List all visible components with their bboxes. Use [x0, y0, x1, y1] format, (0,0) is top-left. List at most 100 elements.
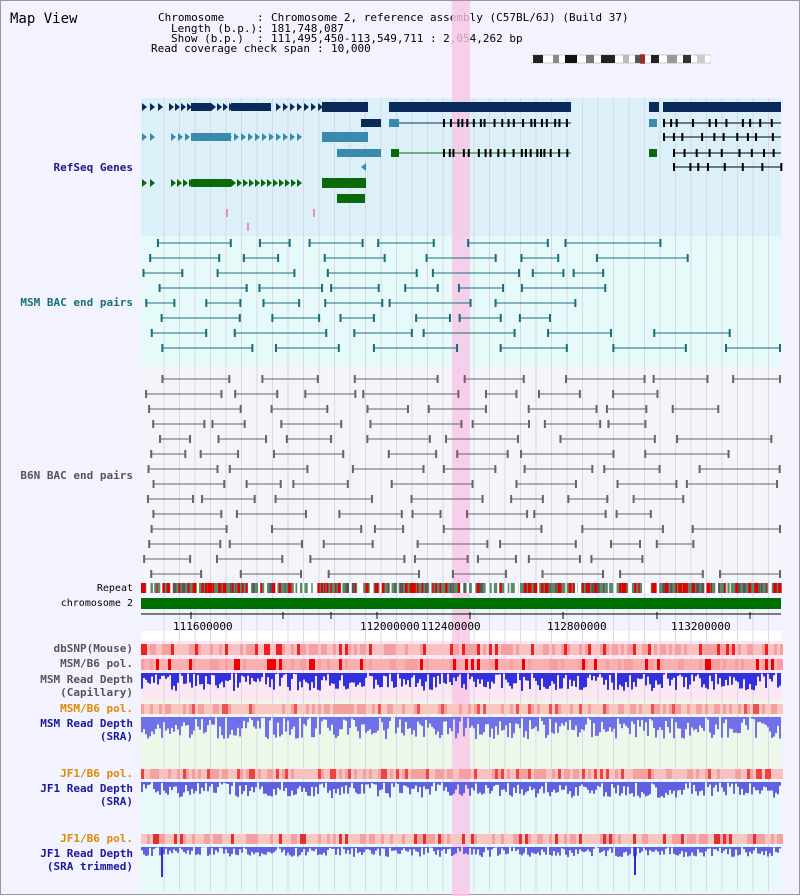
heat-cell [726, 834, 729, 844]
heat-cell [684, 659, 687, 670]
depth-bar [321, 717, 323, 721]
heat-cell [519, 769, 522, 779]
repeat-element [193, 583, 196, 593]
repeat-element [218, 583, 221, 593]
heat-cell [639, 644, 642, 655]
depth-bar [533, 782, 535, 789]
depth-bar [701, 673, 703, 687]
label-jf1-b6-pol-1[interactable]: JF1/B6 pol. [60, 767, 133, 780]
heat-cell [663, 659, 666, 670]
heat-cell [165, 834, 168, 844]
heat-cell [513, 659, 516, 670]
label-msm-bac[interactable]: MSM BAC end pairs [20, 296, 133, 309]
depth-bar [405, 717, 407, 722]
label-repeat[interactable]: Repeat [97, 583, 133, 594]
gene-exon [536, 149, 538, 157]
label-refseq-genes[interactable]: RefSeq Genes [54, 161, 133, 174]
depth-bar [629, 673, 631, 675]
heat-cell [405, 834, 408, 844]
repeat-element [500, 583, 502, 593]
repeat-element [335, 583, 336, 593]
depth-bar [251, 847, 253, 852]
depth-bar [353, 782, 355, 788]
heat-cell [606, 769, 609, 779]
depth-bar [451, 717, 453, 731]
heat-cell [507, 644, 510, 655]
depth-bar [149, 673, 151, 684]
depth-bar [727, 717, 729, 737]
depth-bar [145, 717, 147, 734]
depth-bar [703, 673, 705, 684]
repeat-element [260, 583, 262, 593]
heat-cell [690, 644, 693, 655]
heat-cell [180, 644, 183, 655]
label-dbsnp[interactable]: dbSNP(Mouse) [54, 642, 133, 655]
heat-cell [429, 644, 432, 655]
depth-bar [301, 717, 303, 738]
depth-bar [415, 782, 417, 785]
label-jf1-b6-pol-2[interactable]: JF1/B6 pol. [60, 832, 133, 845]
label-msm-b6-pol-1[interactable]: MSM/B6 pol. [60, 657, 133, 670]
bac-end [286, 435, 288, 443]
label-b6n-bac[interactable]: B6N BAC end pairs [20, 469, 133, 482]
heat-cell [612, 704, 615, 714]
depth-bar [281, 717, 283, 735]
heat-cell [216, 769, 219, 779]
bac-end [407, 405, 409, 413]
bac-end [779, 344, 781, 352]
heat-cell [660, 644, 663, 655]
depth-bar [453, 782, 455, 794]
heat-cell [708, 704, 711, 714]
bac-end [205, 299, 207, 307]
gene-exon [525, 149, 527, 157]
depth-bar [641, 717, 643, 720]
depth-bar [333, 782, 335, 789]
heat-cell [654, 704, 657, 714]
heat-cell [435, 769, 438, 779]
depth-bar [141, 847, 143, 850]
heat-cell [417, 834, 420, 844]
heat-cell [630, 769, 633, 779]
depth-bar [473, 673, 475, 682]
heat-cell [285, 769, 288, 779]
depth-bar [333, 673, 335, 684]
heat-cell [654, 659, 657, 670]
depth-bar [349, 717, 351, 728]
label-chromosome[interactable]: chromosome 2 [61, 598, 133, 609]
bac-end [606, 405, 608, 413]
heat-cell [198, 659, 201, 670]
repeat-element [555, 583, 557, 593]
depth-bar [555, 673, 557, 690]
label-msm-read-cap-1[interactable]: MSM Read Depth [40, 673, 133, 686]
heat-cell [372, 659, 375, 670]
label-msm-read-sra-1[interactable]: MSM Read Depth [40, 717, 133, 730]
depth-bar [155, 782, 157, 792]
label-jf1-read-trim-1[interactable]: JF1 Read Depth [40, 847, 133, 860]
heat-cell [441, 769, 444, 779]
heat-cell [651, 769, 654, 779]
bac-end [686, 480, 688, 488]
depth-bar [197, 717, 199, 727]
label-msm-b6-pol-2[interactable]: MSM/B6 pol. [60, 702, 133, 715]
depth-bar [459, 673, 461, 674]
depth-bar [459, 782, 461, 794]
heat-cell [768, 644, 771, 655]
depth-bar [163, 847, 165, 854]
heat-cell [648, 704, 651, 714]
heat-cell [564, 834, 567, 844]
depth-bar [293, 847, 295, 856]
heat-cell [207, 704, 210, 714]
heat-cell [408, 659, 411, 670]
heat-cell [408, 769, 411, 779]
axis-tick-label: 113200000 [671, 620, 731, 633]
depth-bar [517, 847, 519, 849]
heat-cell [711, 644, 714, 655]
depth-bar [167, 782, 169, 795]
repeat-element [458, 583, 460, 593]
label-jf1-read-sra-1[interactable]: JF1 Read Depth [40, 782, 133, 795]
heat-cell [378, 659, 381, 670]
heat-cell [327, 704, 330, 714]
repeat-element [365, 583, 368, 593]
depth-bar [149, 847, 151, 848]
heat-cell [291, 834, 294, 844]
